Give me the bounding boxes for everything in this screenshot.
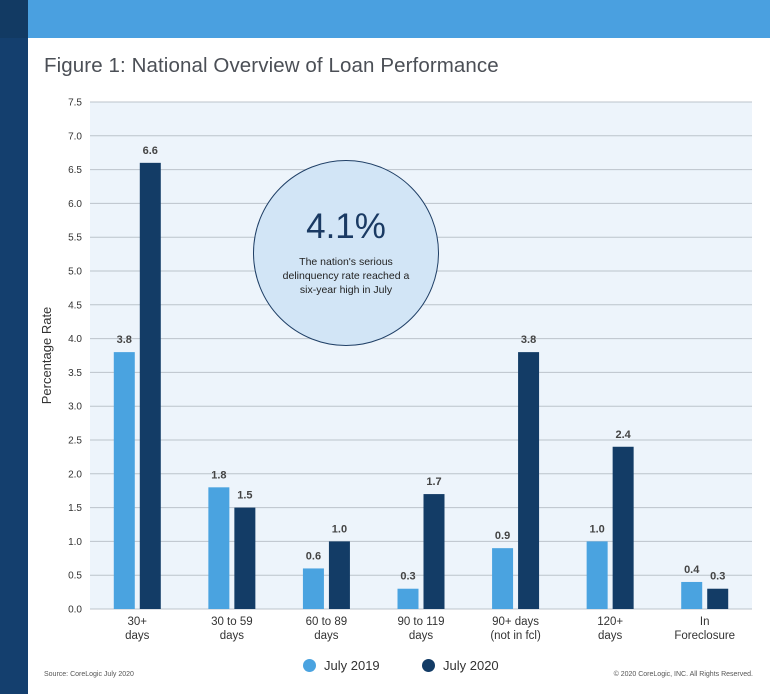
x-axis-ticks: 30+ days 30 to 59 days 60 to 89 days 90 to 119… (125, 616, 735, 642)
data-label: 2.4 (615, 429, 631, 441)
data-label: 3.8 (521, 334, 536, 346)
legend: July 2019 July 2020 (0, 658, 770, 678)
y-axis-label: Percentage Rate (39, 307, 54, 405)
bar-july-2019 (492, 548, 514, 609)
data-label: 1.7 (426, 476, 441, 488)
y-tick-label: 7.5 (68, 98, 82, 109)
y-tick-label: 3.0 (68, 402, 82, 413)
gridlines (90, 101, 752, 610)
data-label: 0.3 (710, 571, 725, 583)
bar-july-2020 (518, 352, 540, 609)
data-label: 1.8 (211, 469, 226, 481)
x-tick-label: 90+ days (not in fcl) (490, 616, 541, 642)
source-note: Source: CoreLogic July 2020 (44, 671, 134, 678)
bar-july-2020 (139, 162, 161, 609)
bar-july-2019 (586, 541, 608, 609)
top-corner-accent (0, 0, 28, 38)
bars (113, 162, 729, 609)
legend-item-july-2019: July 2019 (303, 658, 380, 673)
y-tick-label: 5.0 (68, 267, 82, 278)
bar-july-2020 (234, 507, 256, 609)
y-tick-label: 6.0 (68, 199, 82, 210)
data-label: 1.0 (589, 523, 604, 535)
x-tick-label: In Foreclosure (674, 616, 735, 642)
legend-item-july-2020: July 2020 (422, 658, 499, 673)
bar-july-2019 (302, 568, 324, 609)
y-tick-label: 5.5 (68, 233, 82, 244)
bar-july-2019 (681, 581, 703, 609)
x-tick-label: 120+ days (597, 616, 623, 642)
y-tick-label: 4.5 (68, 300, 82, 311)
y-tick-label: 1.5 (68, 503, 82, 514)
bar-july-2019 (208, 487, 230, 609)
y-tick-label: 0.0 (68, 605, 82, 616)
y-tick-label: 2.0 (68, 469, 82, 480)
x-tick-label: 30+ days (125, 616, 150, 642)
bar-july-2019 (397, 588, 419, 609)
legend-swatch-july-2020 (422, 659, 435, 672)
data-label: 1.0 (332, 523, 347, 535)
data-label: 6.6 (143, 145, 158, 157)
copyright-note: © 2020 CoreLogic, INC. All Rights Reserv… (613, 671, 753, 678)
data-label: 0.3 (400, 571, 415, 583)
top-banner (0, 0, 770, 38)
data-label: 0.4 (684, 564, 700, 576)
delinquency-callout: 4.1% The nation's serious delinquency ra… (253, 160, 439, 346)
y-tick-label: 7.0 (68, 131, 82, 142)
bar-july-2020 (612, 446, 634, 609)
data-label: 0.6 (306, 550, 321, 562)
y-tick-label: 4.0 (68, 334, 82, 345)
x-tick-label: 60 to 89 days (306, 616, 348, 642)
y-tick-label: 2.5 (68, 436, 82, 447)
y-tick-label: 0.5 (68, 571, 82, 582)
legend-label-july-2020: July 2020 (443, 658, 499, 673)
callout-text: The nation's serious delinquency rate re… (282, 256, 410, 296)
data-label: 3.8 (117, 334, 132, 346)
legend-label-july-2019: July 2019 (324, 658, 380, 673)
bar-july-2020 (328, 541, 350, 609)
data-label: 1.5 (237, 490, 252, 502)
bar-july-2020 (423, 494, 445, 609)
y-tick-label: 6.5 (68, 165, 82, 176)
x-tick-label: 90 to 119 days (397, 616, 444, 642)
legend-swatch-july-2019 (303, 659, 316, 672)
data-labels: 3.8 6.6 1.8 1.5 0.6 1.0 0.3 1.7 0.9 3.8 1.0 2.4 0.4 0… (117, 145, 726, 583)
y-tick-label: 1.0 (68, 537, 82, 548)
y-axis-ticks: 0.0 0.5 1.0 1.5 2.0 2.5 3.0 3.5 4.0 4.5 5.0 5.5 6.0 6… (68, 98, 82, 616)
plot-background (90, 102, 752, 609)
x-tick-label: 30 to 59 days (211, 616, 253, 642)
left-accent-bar (0, 38, 28, 694)
y-tick-label: 3.5 (68, 368, 82, 379)
bar-july-2020 (707, 588, 729, 609)
callout-value: 4.1% (306, 207, 386, 246)
figure-title: Figure 1: National Overview of Loan Perf… (44, 54, 499, 77)
bar-july-2019 (113, 352, 135, 609)
data-label: 0.9 (495, 530, 510, 542)
